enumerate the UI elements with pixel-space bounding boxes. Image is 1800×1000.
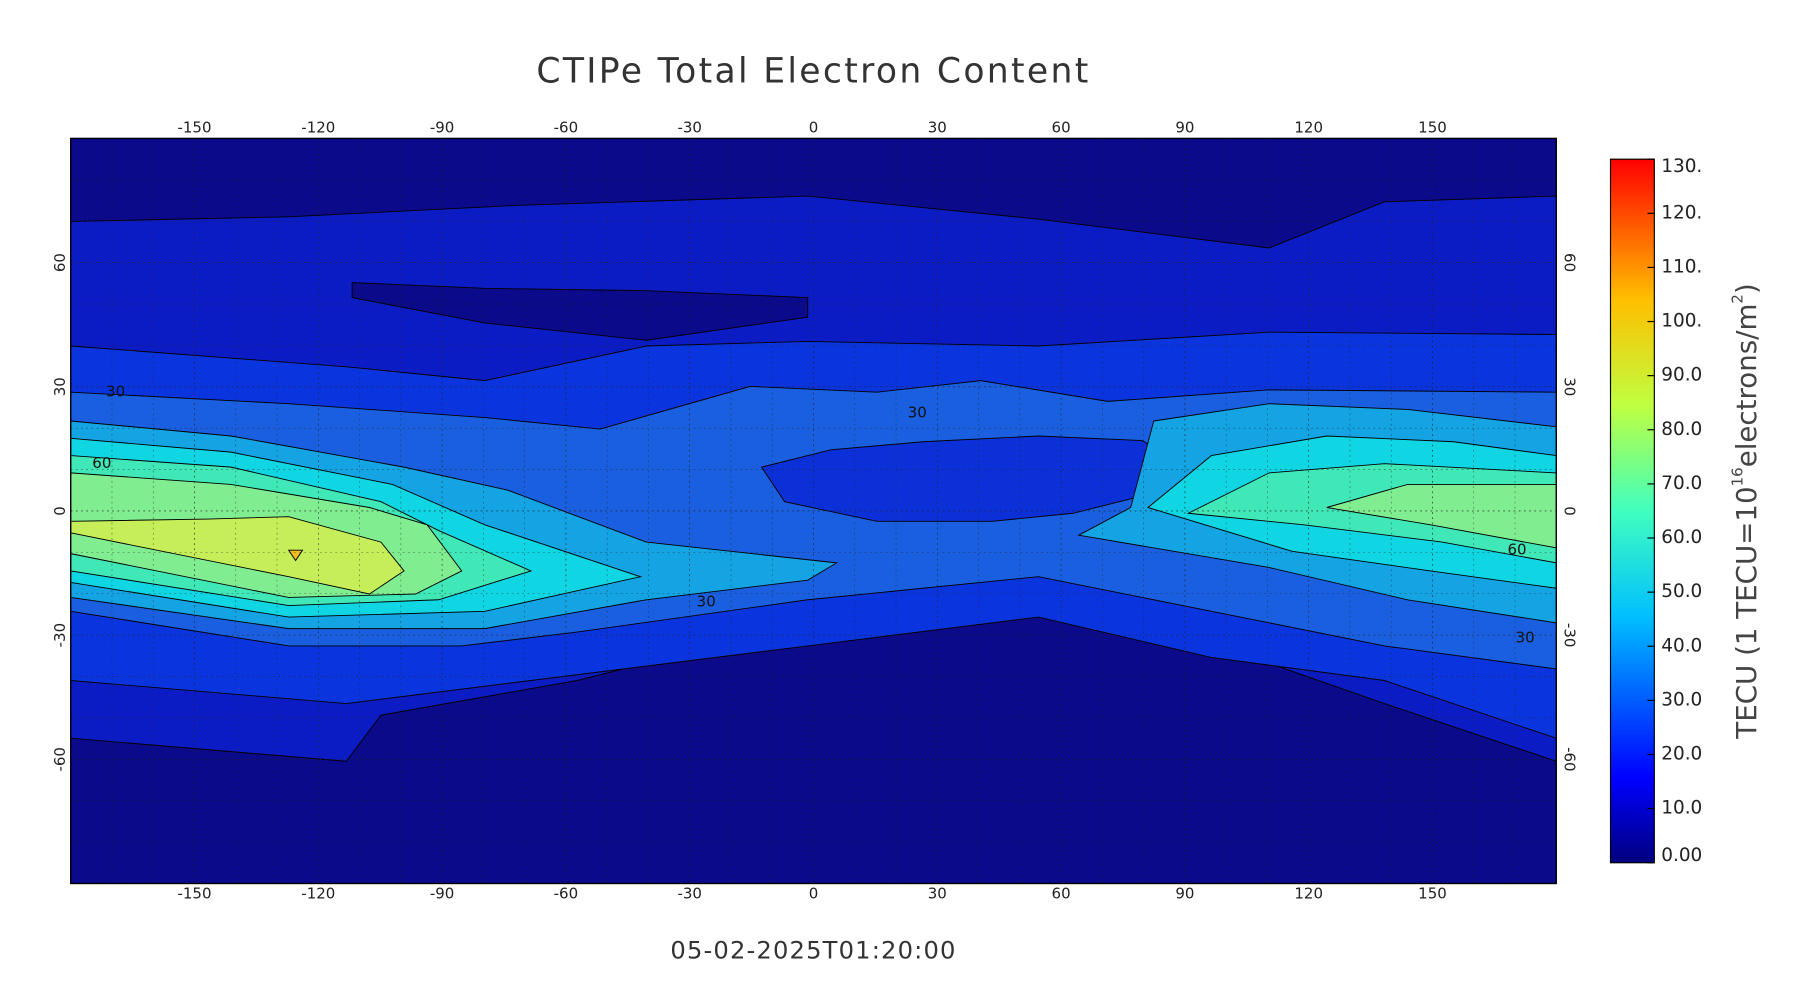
x-tick-label: -150 [177, 119, 211, 137]
band-70-east [1326, 483, 1557, 549]
x-tick-label: 30 [928, 119, 947, 137]
labels: -150 -150 -120 -120 -90 -90 -60 -60 -30 -30 0 0 30 30… [51, 119, 1579, 903]
x-tick-label: -90 [430, 884, 454, 902]
x-tick-label: -150 [177, 884, 211, 902]
contour-label: 30 [1516, 628, 1535, 646]
colorbar-tick-label: 60.0 [1661, 527, 1702, 548]
contour-label: 30 [697, 593, 716, 611]
colorbar-tick-label: 0.00 [1661, 845, 1702, 866]
x-tick-label: -30 [677, 884, 701, 902]
contour-label: 60 [1508, 541, 1527, 559]
colorbar-label-sup: 2 [1728, 294, 1746, 304]
colorbar-label-part: electrons/m [1730, 304, 1763, 468]
x-tick-label: -60 [554, 119, 578, 137]
colorbar-label-part: TECU (1 TECU=10 [1730, 486, 1763, 739]
colorbar [1609, 158, 1655, 864]
x-tick-label: -120 [301, 119, 335, 137]
x-tick-label: 150 [1418, 119, 1447, 137]
colorbar-tick-label: 100. [1661, 311, 1702, 332]
x-tick-label: 60 [1052, 884, 1071, 902]
colorbar-tick-label: 80.0 [1661, 419, 1702, 440]
timestamp: 05-02-2025T01:20:00 [670, 937, 956, 965]
colorbar-tick-label: 30.0 [1661, 689, 1702, 710]
y-tick-label: 30 [51, 377, 69, 396]
x-tick-label: -120 [301, 884, 335, 902]
colorbar-label: TECU (1 TECU=1016electrons/m2) [1728, 283, 1763, 739]
colorbar-tick-label: 40.0 [1661, 635, 1702, 656]
colorbar-label-part: ) [1730, 283, 1763, 294]
colorbar-tick-label: 70.0 [1661, 473, 1702, 494]
y-tick-label: 60 [51, 253, 69, 272]
y-tick-label: 0 [1560, 506, 1578, 516]
band-80-west [70, 516, 405, 595]
colorbar-label-sup: 16 [1728, 467, 1746, 486]
y-tick-label: -60 [1560, 747, 1578, 771]
x-tick-label: 0 [809, 884, 819, 902]
y-tick-label: 0 [51, 506, 69, 516]
colorbar-tick-label: 50.0 [1661, 581, 1702, 602]
x-tick-label: 30 [928, 884, 947, 902]
contour-label: 60 [92, 454, 111, 472]
colorbar-tick-label: 130. [1661, 156, 1702, 177]
colorbar-tick-label: 90.0 [1661, 365, 1702, 386]
x-tick-label: 120 [1294, 884, 1323, 902]
plot-frame [70, 137, 1557, 885]
band-0-strip [351, 282, 809, 341]
y-tick-label: -30 [1560, 623, 1578, 647]
y-tick-label: 60 [1560, 253, 1578, 272]
y-tick-label: -60 [51, 747, 69, 771]
band-90-spot [287, 549, 304, 562]
colorbar-tick-label: 120. [1661, 202, 1702, 223]
x-tick-label: 0 [809, 119, 819, 137]
x-tick-label: -60 [554, 884, 578, 902]
x-tick-label: 90 [1175, 119, 1194, 137]
x-tick-label: -90 [430, 119, 454, 137]
x-tick-label: 120 [1294, 119, 1323, 137]
colorbar-tick-label: 20.0 [1661, 744, 1702, 765]
x-tick-label: -30 [677, 119, 701, 137]
x-tick-label: 60 [1052, 119, 1071, 137]
contour-label: 30 [908, 403, 927, 421]
x-tick-label: 150 [1418, 884, 1447, 902]
y-tick-label: 30 [1560, 377, 1578, 396]
x-tick-label: 90 [1175, 884, 1194, 902]
colorbar-tick-label: 110. [1661, 256, 1702, 277]
contour-label: 30 [106, 383, 125, 401]
colorbar-tick-label: 10.0 [1661, 798, 1702, 819]
y-tick-label: -30 [51, 623, 69, 647]
chart-title: CTIPe Total Electron Content [536, 52, 1090, 92]
grid [70, 138, 1557, 884]
